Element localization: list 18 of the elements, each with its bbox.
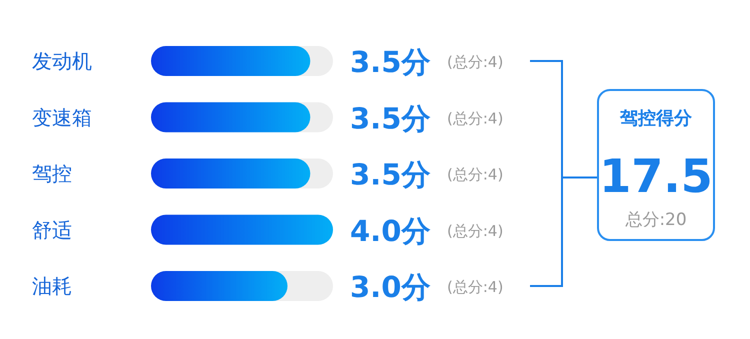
data-label: 3.5分 bbox=[350, 101, 432, 136]
data-label: 4.0分 bbox=[350, 214, 432, 248]
data-label: 3.0分 bbox=[350, 270, 432, 304]
text: 驾控得分 bbox=[619, 108, 693, 129]
text: (总分:4) bbox=[447, 222, 504, 240]
y-tick-label: 舒适 bbox=[32, 218, 72, 242]
text: (总分:4) bbox=[447, 166, 504, 184]
data-label: 3.5分 bbox=[350, 158, 432, 192]
data-label: 3.5分 bbox=[350, 45, 432, 79]
text: (总分:4) bbox=[447, 278, 504, 296]
text: (总分:4) bbox=[447, 53, 504, 71]
y-tick-label: 变速箱 bbox=[32, 105, 92, 130]
y-tick-label: 驾控 bbox=[32, 162, 72, 186]
text: (总分:4) bbox=[447, 109, 504, 128]
y-tick-label: 油耗 bbox=[32, 274, 72, 298]
y-tick-label: 发动机 bbox=[32, 49, 92, 73]
text: 17.5 bbox=[599, 149, 713, 203]
text: 总分:20 bbox=[624, 210, 687, 230]
